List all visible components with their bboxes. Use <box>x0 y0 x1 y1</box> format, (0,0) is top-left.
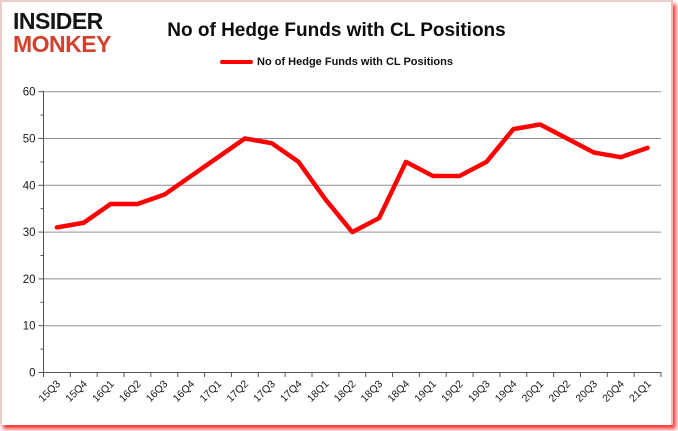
chart-legend: No of Hedge Funds with CL Positions <box>2 56 671 68</box>
legend-label: No of Hedge Funds with CL Positions <box>257 56 453 68</box>
x-tick-label: 20Q2 <box>547 378 574 405</box>
x-tick-label: 20Q1 <box>520 378 547 405</box>
x-tick-label: 19Q1 <box>412 378 439 405</box>
x-tick-label: 18Q1 <box>305 378 332 405</box>
x-tick-label: 18Q3 <box>359 378 386 405</box>
x-tick-label: 16Q3 <box>144 378 171 405</box>
x-tick-label: 17Q1 <box>197 378 224 405</box>
y-tick-label: 50 <box>23 134 36 146</box>
series-line-hedge-funds <box>54 122 650 235</box>
x-tick-label: 21Q1 <box>627 378 654 405</box>
y-tick-label: 30 <box>23 227 36 239</box>
x-tick-label: 19Q2 <box>439 378 466 405</box>
x-tick-label: 19Q4 <box>493 378 520 405</box>
legend-line-swatch <box>220 60 254 64</box>
x-tick-label: 20Q3 <box>573 378 600 405</box>
x-tick-label: 15Q3 <box>36 378 63 405</box>
y-tick-label: 40 <box>23 180 36 192</box>
x-tick-label: 16Q4 <box>171 378 198 405</box>
x-tick-label: 16Q1 <box>90 378 117 405</box>
x-tick-label: 18Q2 <box>332 378 359 405</box>
chart-title: No of Hedge Funds with CL Positions <box>167 20 506 41</box>
y-tick-label: 20 <box>23 274 36 286</box>
x-tick-label: 18Q4 <box>385 378 412 405</box>
x-tick-label: 19Q3 <box>466 378 493 405</box>
x-tick-label: 16Q2 <box>117 378 144 405</box>
x-tick-label: 17Q3 <box>251 378 278 405</box>
insider-monkey-logo: INSIDER MONKEY <box>13 10 111 55</box>
x-tick-label: 17Q4 <box>278 378 305 405</box>
logo-text-monkey: MONKEY <box>13 30 111 57</box>
x-tick-label: 20Q4 <box>600 378 627 405</box>
x-tick-label: 17Q2 <box>224 378 251 405</box>
y-tick-label: 60 <box>23 87 36 99</box>
x-tick-label: 15Q4 <box>63 378 90 405</box>
logo-text-insider: INSIDER <box>13 8 103 34</box>
y-tick-label: 10 <box>23 321 36 333</box>
chart-card: INSIDER MONKEY No of Hedge Funds with CL… <box>0 0 673 425</box>
y-tick-label: 0 <box>29 368 35 380</box>
